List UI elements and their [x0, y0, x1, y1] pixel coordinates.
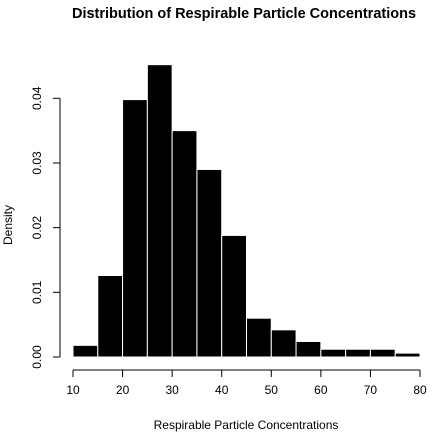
- y-axis-ticks: 0.00 0.01 0.02 0.03 0.04: [30, 86, 60, 369]
- x-tick-label-40: 40: [215, 383, 229, 397]
- histogram-bar-12: [345, 348, 371, 358]
- histogram-bar-8: [246, 317, 272, 358]
- histogram-bars: [72, 64, 421, 358]
- histogram-bar-2: [97, 275, 124, 358]
- y-tick-label-4: 0.04: [30, 86, 44, 110]
- y-tick-label-1: 0.01: [30, 280, 44, 304]
- histogram-bar-4: [146, 64, 173, 358]
- histogram-bar-7: [221, 234, 247, 358]
- x-tick-label-30: 30: [165, 383, 179, 397]
- histogram-bar-3: [122, 99, 148, 358]
- chart-title: Distribution of Respirable Particle Conc…: [72, 6, 416, 22]
- y-tick-label-2: 0.02: [30, 216, 44, 240]
- x-axis-label: Respirable Particle Concentrations: [154, 418, 339, 432]
- y-tick-label-3: 0.03: [30, 151, 44, 175]
- x-tick-label-70: 70: [364, 383, 378, 397]
- histogram-bar-5: [171, 130, 198, 358]
- x-tick-label-10: 10: [66, 383, 80, 397]
- x-tick-label-80: 80: [413, 383, 427, 397]
- histogram-bar-11: [320, 348, 347, 358]
- histogram-bar-6: [196, 168, 223, 358]
- x-tick-label-60: 60: [314, 383, 328, 397]
- histogram-bar-13: [369, 348, 396, 358]
- x-axis: 10 20 30 40 50 60 70 80: [66, 369, 427, 397]
- x-tick-label-20: 20: [116, 383, 130, 397]
- y-axis: 0.00 0.01 0.02 0.03 0.04: [30, 86, 61, 369]
- histogram-bar-10: [295, 340, 322, 358]
- histogram-bar-9: [270, 329, 297, 358]
- y-axis-label: Density: [1, 205, 15, 245]
- histogram-bar-1: [72, 344, 99, 358]
- histogram-bar-14: [394, 352, 421, 358]
- x-tick-label-50: 50: [265, 383, 279, 397]
- x-axis-ticks: 10 20 30 40 50 60 70 80: [66, 370, 427, 397]
- y-tick-label-0: 0.00: [30, 345, 44, 369]
